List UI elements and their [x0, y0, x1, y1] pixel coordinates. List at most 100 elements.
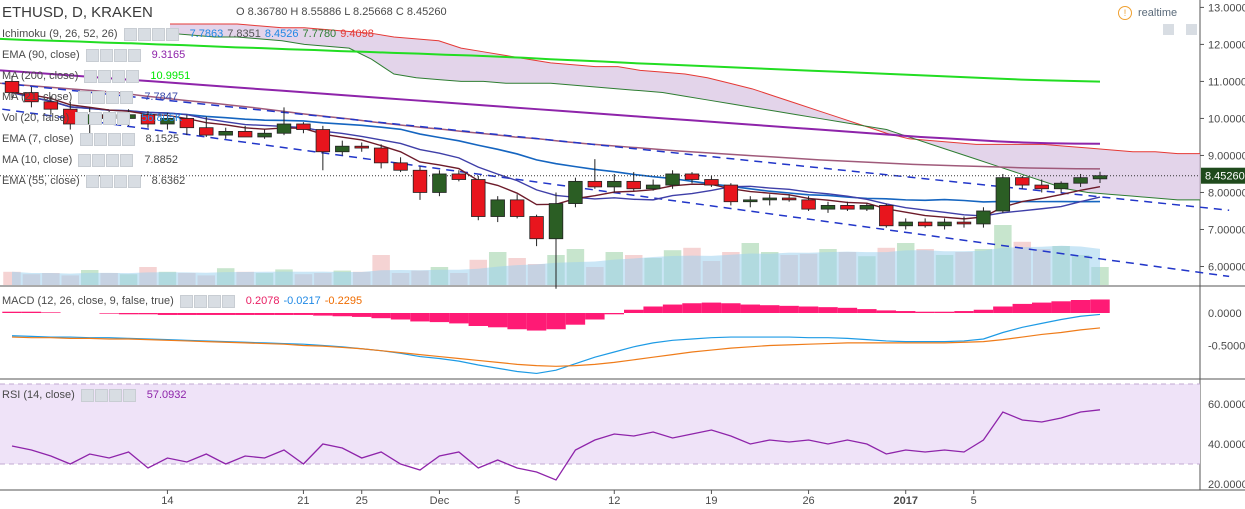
- realtime-status[interactable]: ! realtime: [1118, 6, 1177, 20]
- indicator-controls[interactable]: [75, 110, 131, 126]
- eye-icon[interactable]: [78, 90, 92, 104]
- legend-ma[interactable]: MA (200, close) 10.9951: [2, 68, 190, 84]
- candle-body: [587, 180, 603, 188]
- indicator-controls[interactable]: [84, 68, 140, 84]
- ichimoku-span-b: [170, 23, 1200, 155]
- plus-icon[interactable]: [107, 132, 121, 146]
- legend-macd[interactable]: MACD (12, 26, close, 9, false, true) 0.20…: [2, 293, 362, 309]
- candle-body: [218, 130, 233, 136]
- plus-icon[interactable]: [106, 153, 120, 167]
- macd-histogram-bar: [565, 313, 586, 325]
- indicator-controls[interactable]: [179, 293, 236, 309]
- gear-icon[interactable]: [98, 69, 112, 83]
- indicator-value: -0.0217: [283, 295, 321, 307]
- plus-icon[interactable]: [106, 90, 120, 104]
- indicator-controls[interactable]: [78, 89, 134, 105]
- gear-icon[interactable]: [92, 90, 106, 104]
- legend-ma[interactable]: MA (10, close) 7.8852: [2, 152, 178, 168]
- gear-icon[interactable]: [99, 174, 113, 188]
- gear-icon[interactable]: [193, 294, 207, 308]
- indicator-value: 8.6362: [151, 175, 186, 187]
- candle-body: [626, 180, 641, 190]
- plus-icon[interactable]: [207, 294, 221, 308]
- more-icon[interactable]: [126, 69, 140, 83]
- more-icon[interactable]: [165, 27, 179, 41]
- legend-ichimoku[interactable]: Ichimoku (9, 26, 52, 26) 7.7863 7.8351 8.45…: [2, 26, 374, 42]
- more-icon[interactable]: [127, 174, 141, 188]
- indicator-controls[interactable]: [78, 152, 134, 168]
- candle-body: [373, 147, 389, 164]
- indicator-controls[interactable]: [79, 131, 136, 147]
- more-icon[interactable]: [127, 48, 141, 62]
- indicator-label: RSI (14, close): [2, 389, 75, 401]
- gear-icon[interactable]: [94, 388, 108, 402]
- indicator-label: EMA (90, close): [2, 49, 80, 61]
- macd-histogram-bar: [196, 313, 216, 315]
- exclamation-circle-icon[interactable]: !: [1118, 6, 1132, 20]
- current-price-badge: [1201, 167, 1245, 184]
- more-icon[interactable]: [221, 294, 235, 308]
- candle-body: [393, 162, 408, 171]
- candle-body: [781, 197, 797, 201]
- eye-icon[interactable]: [123, 27, 137, 41]
- indicator-label: MACD (12, 26, close, 9, false, true): [2, 295, 174, 307]
- macd-histogram-bar: [857, 309, 877, 313]
- plus-icon[interactable]: [103, 111, 117, 125]
- macd-histogram-bar: [973, 309, 994, 313]
- plus-icon[interactable]: [151, 27, 165, 41]
- eye-icon[interactable]: [75, 111, 89, 125]
- candle-body: [568, 180, 583, 204]
- legend-rsi[interactable]: RSI (14, close) 57.0932: [2, 387, 187, 403]
- candle-body: [820, 205, 836, 210]
- legend-vol[interactable]: Vol (20, false) 56.805K: [2, 110, 182, 126]
- gear-icon[interactable]: [89, 111, 103, 125]
- eye-icon[interactable]: [80, 388, 94, 402]
- legend-ema[interactable]: EMA (90, close) 9.3165: [2, 47, 185, 63]
- eye-icon[interactable]: [79, 132, 93, 146]
- macd-histogram-bar: [138, 313, 158, 315]
- eye-icon[interactable]: [84, 69, 98, 83]
- indicator-value: 7.8351: [227, 28, 261, 40]
- scroll-up-icon[interactable]: [1186, 24, 1197, 35]
- gear-icon[interactable]: [92, 153, 106, 167]
- indicator-value: 10.9951: [150, 70, 191, 82]
- indicator-controls[interactable]: [80, 387, 137, 403]
- scroll-down-icon[interactable]: [1163, 24, 1174, 35]
- eye-icon[interactable]: [85, 174, 99, 188]
- legend-ema[interactable]: EMA (7, close) 8.1525: [2, 131, 179, 147]
- eye-icon[interactable]: [179, 294, 193, 308]
- plus-icon[interactable]: [113, 48, 127, 62]
- indicator-value: 56.805K: [141, 112, 183, 124]
- more-icon[interactable]: [120, 90, 134, 104]
- more-icon[interactable]: [120, 153, 134, 167]
- candle-body: [529, 216, 544, 240]
- gear-icon[interactable]: [93, 132, 107, 146]
- indicator-controls[interactable]: [85, 47, 142, 63]
- eye-icon[interactable]: [85, 48, 99, 62]
- macd-histogram-bar: [254, 313, 275, 315]
- plus-icon[interactable]: [108, 388, 122, 402]
- legend-ma[interactable]: MA (21, close) 7.7847: [2, 89, 178, 105]
- ichimoku-cloud: [170, 24, 1200, 200]
- macd-tick-label: -0.5000: [1208, 341, 1245, 353]
- plus-icon[interactable]: [113, 174, 127, 188]
- candle-body: [43, 101, 59, 110]
- indicator-controls[interactable]: [85, 173, 142, 189]
- legend-ema[interactable]: EMA (55, close) 8.6362: [2, 173, 185, 189]
- price-tick-label: 9.00000: [1208, 150, 1245, 162]
- candle-body: [684, 173, 700, 180]
- macd-histogram-bar: [682, 303, 702, 313]
- indicator-controls[interactable]: [123, 26, 180, 42]
- more-icon[interactable]: [117, 111, 131, 125]
- gear-icon[interactable]: [137, 27, 151, 41]
- more-icon[interactable]: [121, 132, 135, 146]
- macd-line: [11, 313, 1101, 375]
- more-icon[interactable]: [122, 388, 136, 402]
- eye-icon[interactable]: [78, 153, 92, 167]
- candle-body: [335, 145, 350, 153]
- macd-histogram-bar: [2, 311, 22, 313]
- gear-icon[interactable]: [99, 48, 113, 62]
- symbol-title[interactable]: ETHUSD, D, KRAKEN: [2, 4, 153, 21]
- plus-icon[interactable]: [112, 69, 126, 83]
